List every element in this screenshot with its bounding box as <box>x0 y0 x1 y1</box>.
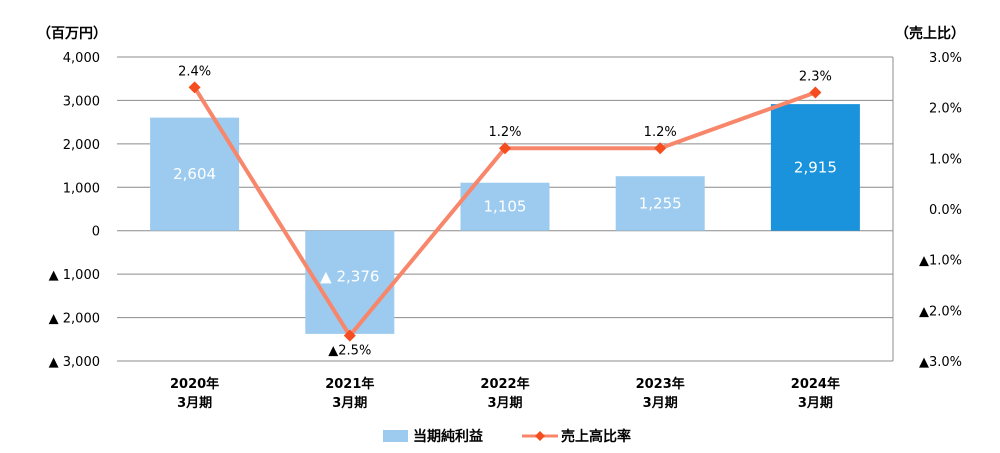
right-axis: 3.0% 2.0% 1.0% 0.0% ▲1.0% ▲2.0% ▲3.0% <box>919 51 962 370</box>
right-tick-label: ▲3.0% <box>919 355 962 370</box>
left-axis-unit-label: （百万円） <box>37 26 107 42</box>
x-tick-label: 2023年 3月期 <box>636 376 685 411</box>
left-tick-label: ▲ 1,000 <box>49 268 100 283</box>
legend-swatch-marker <box>535 431 545 441</box>
line-value-label: 1.2% <box>644 125 677 140</box>
line-value-label: 2.3% <box>799 69 832 84</box>
line-value-label: 2.4% <box>178 64 211 79</box>
legend-label: 売上高比率 <box>561 428 631 445</box>
right-tick-label: 3.0% <box>929 51 962 66</box>
line-value-label: ▲2.5% <box>328 344 371 359</box>
bar-value-label: 1,105 <box>484 198 527 216</box>
x-tick-label: 2020年 3月期 <box>170 376 219 411</box>
x-tick-label: 2021年 3月期 <box>325 376 374 411</box>
right-tick-label: 2.0% <box>929 102 962 117</box>
line-value-label: 1.2% <box>488 125 521 140</box>
line-marker-1 <box>188 81 201 94</box>
bar-value-label: ▲ 2,376 <box>320 267 379 285</box>
left-tick-label: 1,000 <box>63 181 100 196</box>
x-tick-label: 2022年 3月期 <box>480 376 529 411</box>
right-axis-unit-label: （売上比） <box>895 25 965 42</box>
line-marker-2 <box>343 329 356 342</box>
left-tick-label: 4,000 <box>63 51 100 66</box>
left-axis: 4,000 3,000 2,000 1,000 0 ▲ 1,000 ▲ 2,000 ▲ 3,0… <box>49 51 100 370</box>
right-tick-label: 1.0% <box>929 152 962 167</box>
left-tick-label: 0 <box>92 225 100 240</box>
bar-value-label: 2,604 <box>173 165 216 183</box>
right-tick-label: ▲1.0% <box>919 254 962 269</box>
line-marker-4 <box>654 142 667 155</box>
bar-value-label: 2,915 <box>794 158 837 176</box>
line-marker-5 <box>809 86 822 99</box>
x-axis: 2020年 3月期 2021年 3月期 2022年 3月期 2023年 3月期 2024年 3月期 <box>170 376 840 411</box>
line-series <box>188 81 822 342</box>
right-tick-label: 0.0% <box>929 203 962 218</box>
left-tick-label: ▲ 2,000 <box>49 312 100 327</box>
left-tick-label: 3,000 <box>63 94 100 109</box>
x-tick-label: 2024年 3月期 <box>791 376 840 411</box>
bar-3 <box>460 182 550 231</box>
right-tick-label: ▲2.0% <box>919 304 962 319</box>
left-tick-label: ▲ 3,000 <box>49 355 100 370</box>
bar-4 <box>615 176 705 231</box>
bar-value-label: 1,255 <box>639 194 682 212</box>
data-labels: 2,604 ▲ 2,376 1,105 1,255 2,915 2.4% ▲2.5% 1.2%… <box>173 64 837 358</box>
bar-2 <box>305 230 395 334</box>
bar-5 <box>770 104 860 231</box>
left-tick-label: 2,000 <box>63 138 100 153</box>
legend-swatch-bar <box>383 430 408 442</box>
line-marker-3 <box>499 142 511 155</box>
legend-label: 当期純利益 <box>413 428 483 445</box>
legend: 当期純利益 売上高比率 <box>383 428 631 445</box>
